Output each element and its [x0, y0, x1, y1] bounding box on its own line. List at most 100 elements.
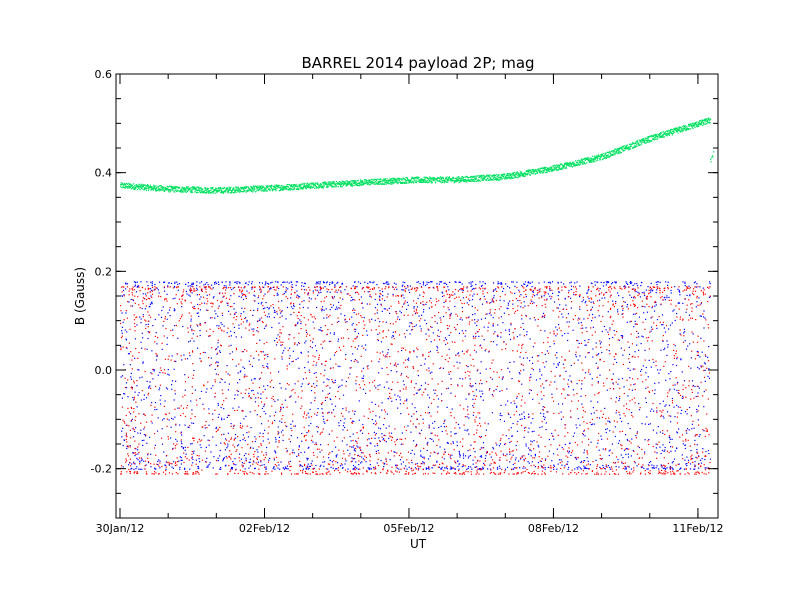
data-point-green [485, 176, 487, 178]
data-point-blue [674, 345, 676, 347]
data-point-green [258, 185, 260, 187]
data-point-green [621, 147, 623, 149]
data-point-blue [678, 463, 680, 465]
data-point-blue [620, 454, 622, 456]
data-point-blue [151, 285, 153, 287]
data-point-green [483, 176, 485, 178]
data-point-blue [569, 442, 571, 445]
data-point-blue [527, 461, 529, 463]
data-point-blue [242, 397, 244, 399]
data-point-blue [561, 335, 563, 337]
data-point-green [658, 136, 660, 138]
data-point-blue [450, 466, 452, 468]
data-point-blue [523, 369, 525, 371]
data-point-green [595, 157, 597, 159]
data-point-green [711, 155, 713, 157]
data-point-blue [143, 428, 145, 430]
data-point-blue [627, 423, 629, 425]
data-point-green [535, 173, 537, 175]
data-point-blue [247, 284, 249, 286]
data-point-blue [541, 398, 543, 400]
data-point-blue [428, 329, 430, 331]
data-point-blue [182, 446, 184, 449]
data-point-blue [634, 313, 636, 315]
data-point-blue [569, 282, 571, 284]
data-point-blue [261, 301, 263, 303]
data-point-blue [142, 444, 144, 446]
data-point-blue [652, 467, 654, 469]
data-point-green [257, 185, 259, 187]
data-point-blue [248, 392, 250, 394]
data-point-green [179, 191, 181, 193]
data-point-green [242, 187, 244, 189]
data-point-green [304, 185, 306, 187]
data-point-blue [266, 365, 268, 367]
data-point-blue [467, 450, 469, 452]
data-point-green [508, 172, 511, 175]
data-point-green [310, 187, 312, 190]
data-point-blue [130, 420, 132, 422]
data-point-blue [375, 387, 377, 389]
data-point-blue [409, 285, 411, 287]
data-point-blue [413, 350, 415, 352]
data-point-green [173, 188, 175, 190]
data-point-blue [280, 461, 282, 463]
data-point-green [705, 120, 707, 122]
data-point-blue [481, 284, 483, 286]
data-point-blue [636, 465, 638, 467]
data-point-blue [184, 467, 186, 469]
data-point-green [707, 120, 709, 122]
data-point-blue [187, 285, 189, 287]
data-point-blue [297, 295, 299, 297]
data-point-blue [625, 466, 627, 468]
data-point-green [379, 182, 381, 184]
data-point-green [349, 183, 351, 185]
data-point-blue [615, 466, 617, 468]
data-point-green [605, 154, 607, 156]
data-point-blue [500, 283, 502, 285]
data-point-blue [178, 460, 180, 462]
data-point-green [360, 181, 362, 183]
data-point-blue [191, 422, 193, 424]
data-point-blue [556, 357, 558, 359]
data-point-green [402, 178, 404, 180]
data-point-blue [440, 468, 442, 470]
data-point-blue [630, 468, 633, 470]
data-point-blue [208, 424, 210, 426]
data-point-green [343, 182, 345, 184]
data-point-green [383, 178, 385, 180]
data-point-green [569, 161, 571, 163]
data-point-blue [224, 438, 227, 440]
data-point-blue [492, 282, 495, 284]
data-point-blue [507, 367, 509, 369]
data-point-blue [402, 380, 404, 382]
data-point-blue [513, 361, 515, 363]
data-point-blue [191, 456, 193, 458]
data-point-green [471, 180, 474, 182]
data-point-green [496, 176, 498, 178]
data-point-blue [206, 309, 208, 311]
data-point-blue [686, 294, 688, 296]
data-point-green [359, 184, 361, 186]
data-point-blue [163, 281, 165, 283]
data-point-green [538, 168, 540, 170]
data-point-blue [626, 447, 628, 450]
data-point-blue [558, 324, 560, 326]
data-point-blue [669, 388, 671, 390]
data-point-blue [657, 369, 659, 371]
data-point-blue [265, 452, 267, 454]
data-point-blue [621, 420, 623, 423]
data-point-green [470, 175, 473, 178]
data-point-blue [189, 285, 191, 287]
data-point-blue [136, 457, 138, 459]
data-point-green [193, 187, 195, 189]
data-point-green [600, 158, 602, 160]
data-point-blue [346, 321, 348, 323]
data-point-blue [382, 282, 385, 285]
data-point-green [712, 156, 714, 158]
data-point-blue [592, 348, 594, 350]
data-point-blue [355, 328, 357, 330]
data-point-blue [190, 443, 192, 445]
data-point-blue [431, 326, 433, 328]
data-point-blue [300, 352, 303, 354]
